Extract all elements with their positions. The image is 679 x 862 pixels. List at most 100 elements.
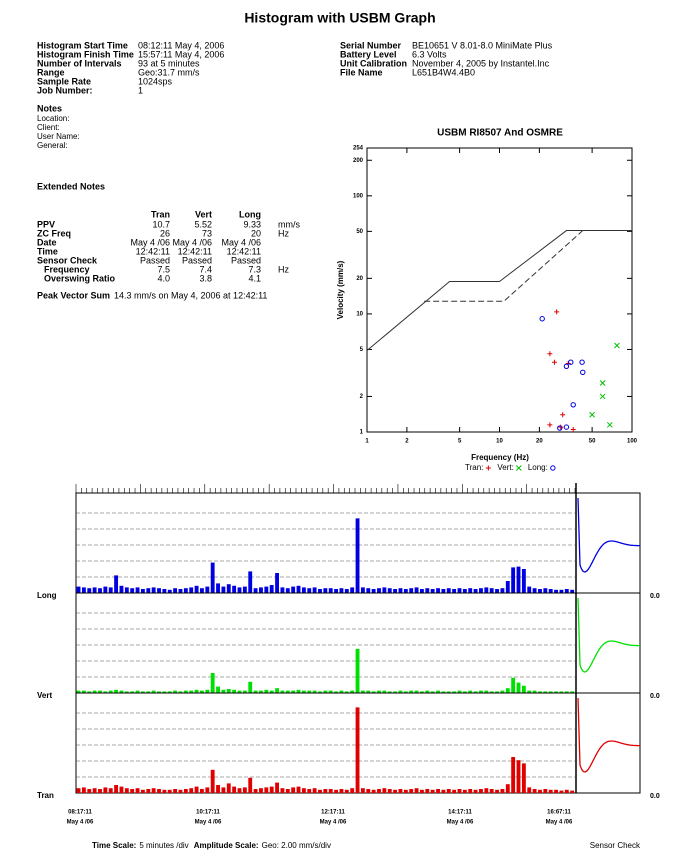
bar bbox=[479, 789, 483, 793]
channel-label: Vert bbox=[37, 691, 52, 700]
bar bbox=[124, 691, 129, 693]
bar bbox=[167, 589, 172, 593]
time-label: 16:67:11 bbox=[547, 810, 571, 816]
bar bbox=[532, 789, 537, 793]
bar bbox=[473, 589, 478, 593]
bar bbox=[328, 588, 333, 593]
bar bbox=[500, 588, 505, 593]
bar bbox=[360, 788, 365, 793]
bar bbox=[382, 690, 387, 693]
bar bbox=[81, 587, 86, 593]
bar bbox=[564, 789, 569, 793]
cell: 26 bbox=[160, 228, 170, 238]
channel-label: Long bbox=[37, 591, 57, 600]
bar bbox=[419, 589, 424, 593]
field-value: 15:57:11 May 4, 2006 bbox=[138, 49, 224, 59]
time-label: 12:17:11 bbox=[321, 810, 345, 816]
field-value: November 4, 2005 by Instantel.Inc bbox=[412, 58, 550, 68]
bar bbox=[489, 588, 494, 593]
bar bbox=[538, 589, 542, 593]
bar bbox=[495, 589, 499, 593]
pvs-value: 14.3 mm/s on May 4, 2006 at 12:42:11 bbox=[114, 290, 267, 300]
bar bbox=[548, 691, 553, 693]
row-label: Overswing Ratio bbox=[44, 273, 116, 283]
bar bbox=[253, 588, 258, 593]
bar bbox=[135, 690, 140, 693]
field-label: Sample Rate bbox=[37, 76, 91, 86]
bar bbox=[360, 690, 365, 693]
bar bbox=[237, 587, 242, 593]
bar bbox=[393, 691, 398, 693]
bar bbox=[339, 789, 344, 793]
bar bbox=[473, 691, 478, 693]
legend-label: Long: bbox=[528, 463, 548, 472]
bar bbox=[446, 789, 451, 793]
x-tick-label: 20 bbox=[536, 439, 543, 445]
bar bbox=[151, 690, 156, 693]
bar bbox=[205, 689, 210, 693]
field-label: Job Number: bbox=[37, 85, 93, 95]
date-label: May 4 /06 bbox=[546, 820, 573, 826]
bar bbox=[398, 789, 403, 793]
bar bbox=[200, 588, 204, 593]
bar bbox=[248, 681, 253, 693]
pvs-label: Peak Vector Sum bbox=[37, 290, 110, 300]
bar bbox=[371, 691, 376, 693]
bar bbox=[275, 782, 279, 793]
bar bbox=[489, 789, 494, 793]
bar bbox=[140, 789, 145, 793]
bar bbox=[135, 587, 140, 593]
bar bbox=[221, 689, 226, 693]
bar bbox=[495, 691, 499, 693]
notes-field: Client: bbox=[37, 123, 60, 132]
bar bbox=[500, 789, 505, 793]
sensor-waveform bbox=[577, 597, 641, 673]
bar bbox=[521, 763, 526, 793]
field-label: Range bbox=[37, 67, 65, 77]
bar bbox=[393, 789, 398, 793]
bar bbox=[559, 790, 564, 793]
bar bbox=[291, 787, 296, 793]
bar bbox=[495, 789, 499, 793]
bar bbox=[457, 690, 462, 693]
bar bbox=[216, 583, 220, 593]
scatter-point bbox=[558, 424, 564, 430]
bar bbox=[521, 569, 526, 593]
bar bbox=[119, 585, 124, 593]
bar bbox=[334, 589, 339, 593]
field-label: File Name bbox=[340, 67, 383, 77]
x-tick-label: 100 bbox=[627, 439, 638, 445]
footer-label: Time Scale: bbox=[92, 841, 136, 850]
notes-title: Notes bbox=[37, 103, 62, 113]
bar bbox=[554, 589, 559, 593]
bar bbox=[570, 691, 575, 693]
cell: 5.52 bbox=[194, 219, 212, 229]
bar bbox=[275, 688, 279, 693]
bar bbox=[237, 788, 242, 793]
bar bbox=[157, 789, 161, 793]
bar bbox=[511, 757, 516, 793]
bar bbox=[473, 789, 478, 793]
date-label: May 4 /06 bbox=[447, 820, 474, 826]
cell: Passed bbox=[231, 255, 261, 265]
y-tick-label: 200 bbox=[353, 158, 364, 164]
time-label: 14:17:11 bbox=[448, 810, 472, 816]
bar bbox=[468, 690, 473, 693]
bar bbox=[334, 789, 339, 793]
bar bbox=[237, 690, 242, 693]
bar bbox=[205, 787, 210, 793]
bar bbox=[242, 690, 247, 693]
legend-label: Tran: bbox=[465, 463, 483, 472]
bar bbox=[98, 588, 102, 593]
bar bbox=[307, 789, 312, 793]
bar bbox=[194, 585, 199, 593]
bar bbox=[505, 581, 510, 593]
bar bbox=[146, 789, 151, 793]
bar bbox=[511, 567, 516, 593]
bar bbox=[312, 788, 317, 793]
bar bbox=[355, 648, 360, 693]
bar bbox=[543, 691, 548, 693]
bar bbox=[479, 588, 483, 593]
